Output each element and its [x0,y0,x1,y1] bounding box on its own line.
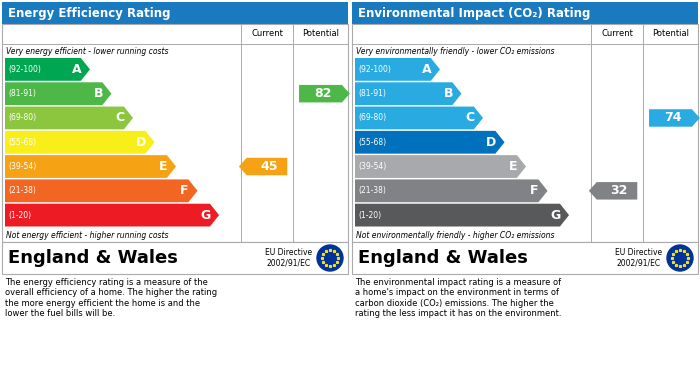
Text: (55-68): (55-68) [8,138,36,147]
Text: 82: 82 [314,87,331,100]
Circle shape [317,245,343,271]
Polygon shape [5,107,133,129]
Text: (69-80): (69-80) [8,113,36,122]
Text: (21-38): (21-38) [358,187,386,196]
Polygon shape [5,58,90,81]
Text: (39-54): (39-54) [358,162,386,171]
Polygon shape [649,109,700,127]
Text: (39-54): (39-54) [8,162,36,171]
Text: G: G [201,209,211,222]
Text: (81-91): (81-91) [358,89,386,98]
Text: D: D [136,136,146,149]
Text: 74: 74 [664,111,681,124]
Text: The environmental impact rating is a measure of
a home's impact on the environme: The environmental impact rating is a mea… [355,278,561,318]
Text: D: D [486,136,496,149]
Bar [2,2,348,24]
Bar [2,24,348,242]
Text: (69-80): (69-80) [358,113,386,122]
Bar [2,242,348,274]
Text: F: F [530,184,539,197]
Polygon shape [355,131,505,154]
Text: England & Wales: England & Wales [8,249,178,267]
Text: Not energy efficient - higher running costs: Not energy efficient - higher running co… [6,231,169,240]
Circle shape [667,245,693,271]
Text: C: C [116,111,125,124]
Text: G: G [551,209,561,222]
Polygon shape [5,204,219,226]
Text: Energy Efficiency Rating: Energy Efficiency Rating [8,7,171,20]
Text: Current: Current [601,29,633,38]
Text: (1-20): (1-20) [358,211,381,220]
Text: England & Wales: England & Wales [358,249,528,267]
Text: Very environmentally friendly - lower CO₂ emissions: Very environmentally friendly - lower CO… [356,47,554,56]
Text: (21-38): (21-38) [8,187,36,196]
Text: 45: 45 [260,160,278,173]
Text: Potential: Potential [652,29,689,38]
Text: 32: 32 [610,184,628,197]
Text: F: F [180,184,189,197]
Polygon shape [355,107,483,129]
Polygon shape [299,85,350,102]
Text: A: A [72,63,82,76]
Bar [352,2,698,24]
Text: (92-100): (92-100) [358,65,391,74]
Polygon shape [355,58,440,81]
Polygon shape [239,158,287,175]
Text: Not environmentally friendly - higher CO₂ emissions: Not environmentally friendly - higher CO… [356,231,554,240]
Text: (1-20): (1-20) [8,211,31,220]
Polygon shape [5,131,155,154]
Polygon shape [355,155,526,178]
Polygon shape [5,179,197,202]
Text: Current: Current [251,29,283,38]
Polygon shape [355,204,569,226]
Text: C: C [466,111,475,124]
Text: Environmental Impact (CO₂) Rating: Environmental Impact (CO₂) Rating [358,7,590,20]
Text: B: B [444,87,453,100]
Text: (92-100): (92-100) [8,65,41,74]
Text: E: E [159,160,167,173]
Text: EU Directive
2002/91/EC: EU Directive 2002/91/EC [615,248,663,268]
Text: (55-68): (55-68) [358,138,386,147]
Polygon shape [5,82,111,105]
Polygon shape [589,182,637,199]
Text: Very energy efficient - lower running costs: Very energy efficient - lower running co… [6,47,169,56]
Polygon shape [355,82,461,105]
Bar [352,24,698,242]
Bar [352,242,698,274]
Text: EU Directive
2002/91/EC: EU Directive 2002/91/EC [265,248,313,268]
Text: The energy efficiency rating is a measure of the
overall efficiency of a home. T: The energy efficiency rating is a measur… [5,278,217,318]
Text: B: B [94,87,103,100]
Text: Potential: Potential [302,29,339,38]
Text: (81-91): (81-91) [8,89,36,98]
Polygon shape [5,155,176,178]
Text: A: A [422,63,432,76]
Text: E: E [509,160,517,173]
Polygon shape [355,179,547,202]
